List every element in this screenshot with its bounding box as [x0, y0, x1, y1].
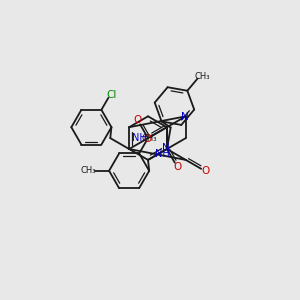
Text: O: O: [173, 162, 182, 172]
Text: CH₃: CH₃: [194, 72, 210, 81]
Text: CH₃: CH₃: [80, 166, 96, 175]
Text: NH: NH: [155, 149, 170, 160]
Text: N: N: [181, 112, 189, 122]
Text: N: N: [162, 143, 170, 153]
Text: Cl: Cl: [106, 90, 116, 100]
Text: CH₃: CH₃: [142, 134, 157, 143]
Text: NH: NH: [132, 133, 147, 142]
Text: O: O: [143, 134, 151, 144]
Text: O: O: [134, 115, 142, 125]
Text: O: O: [201, 166, 210, 176]
